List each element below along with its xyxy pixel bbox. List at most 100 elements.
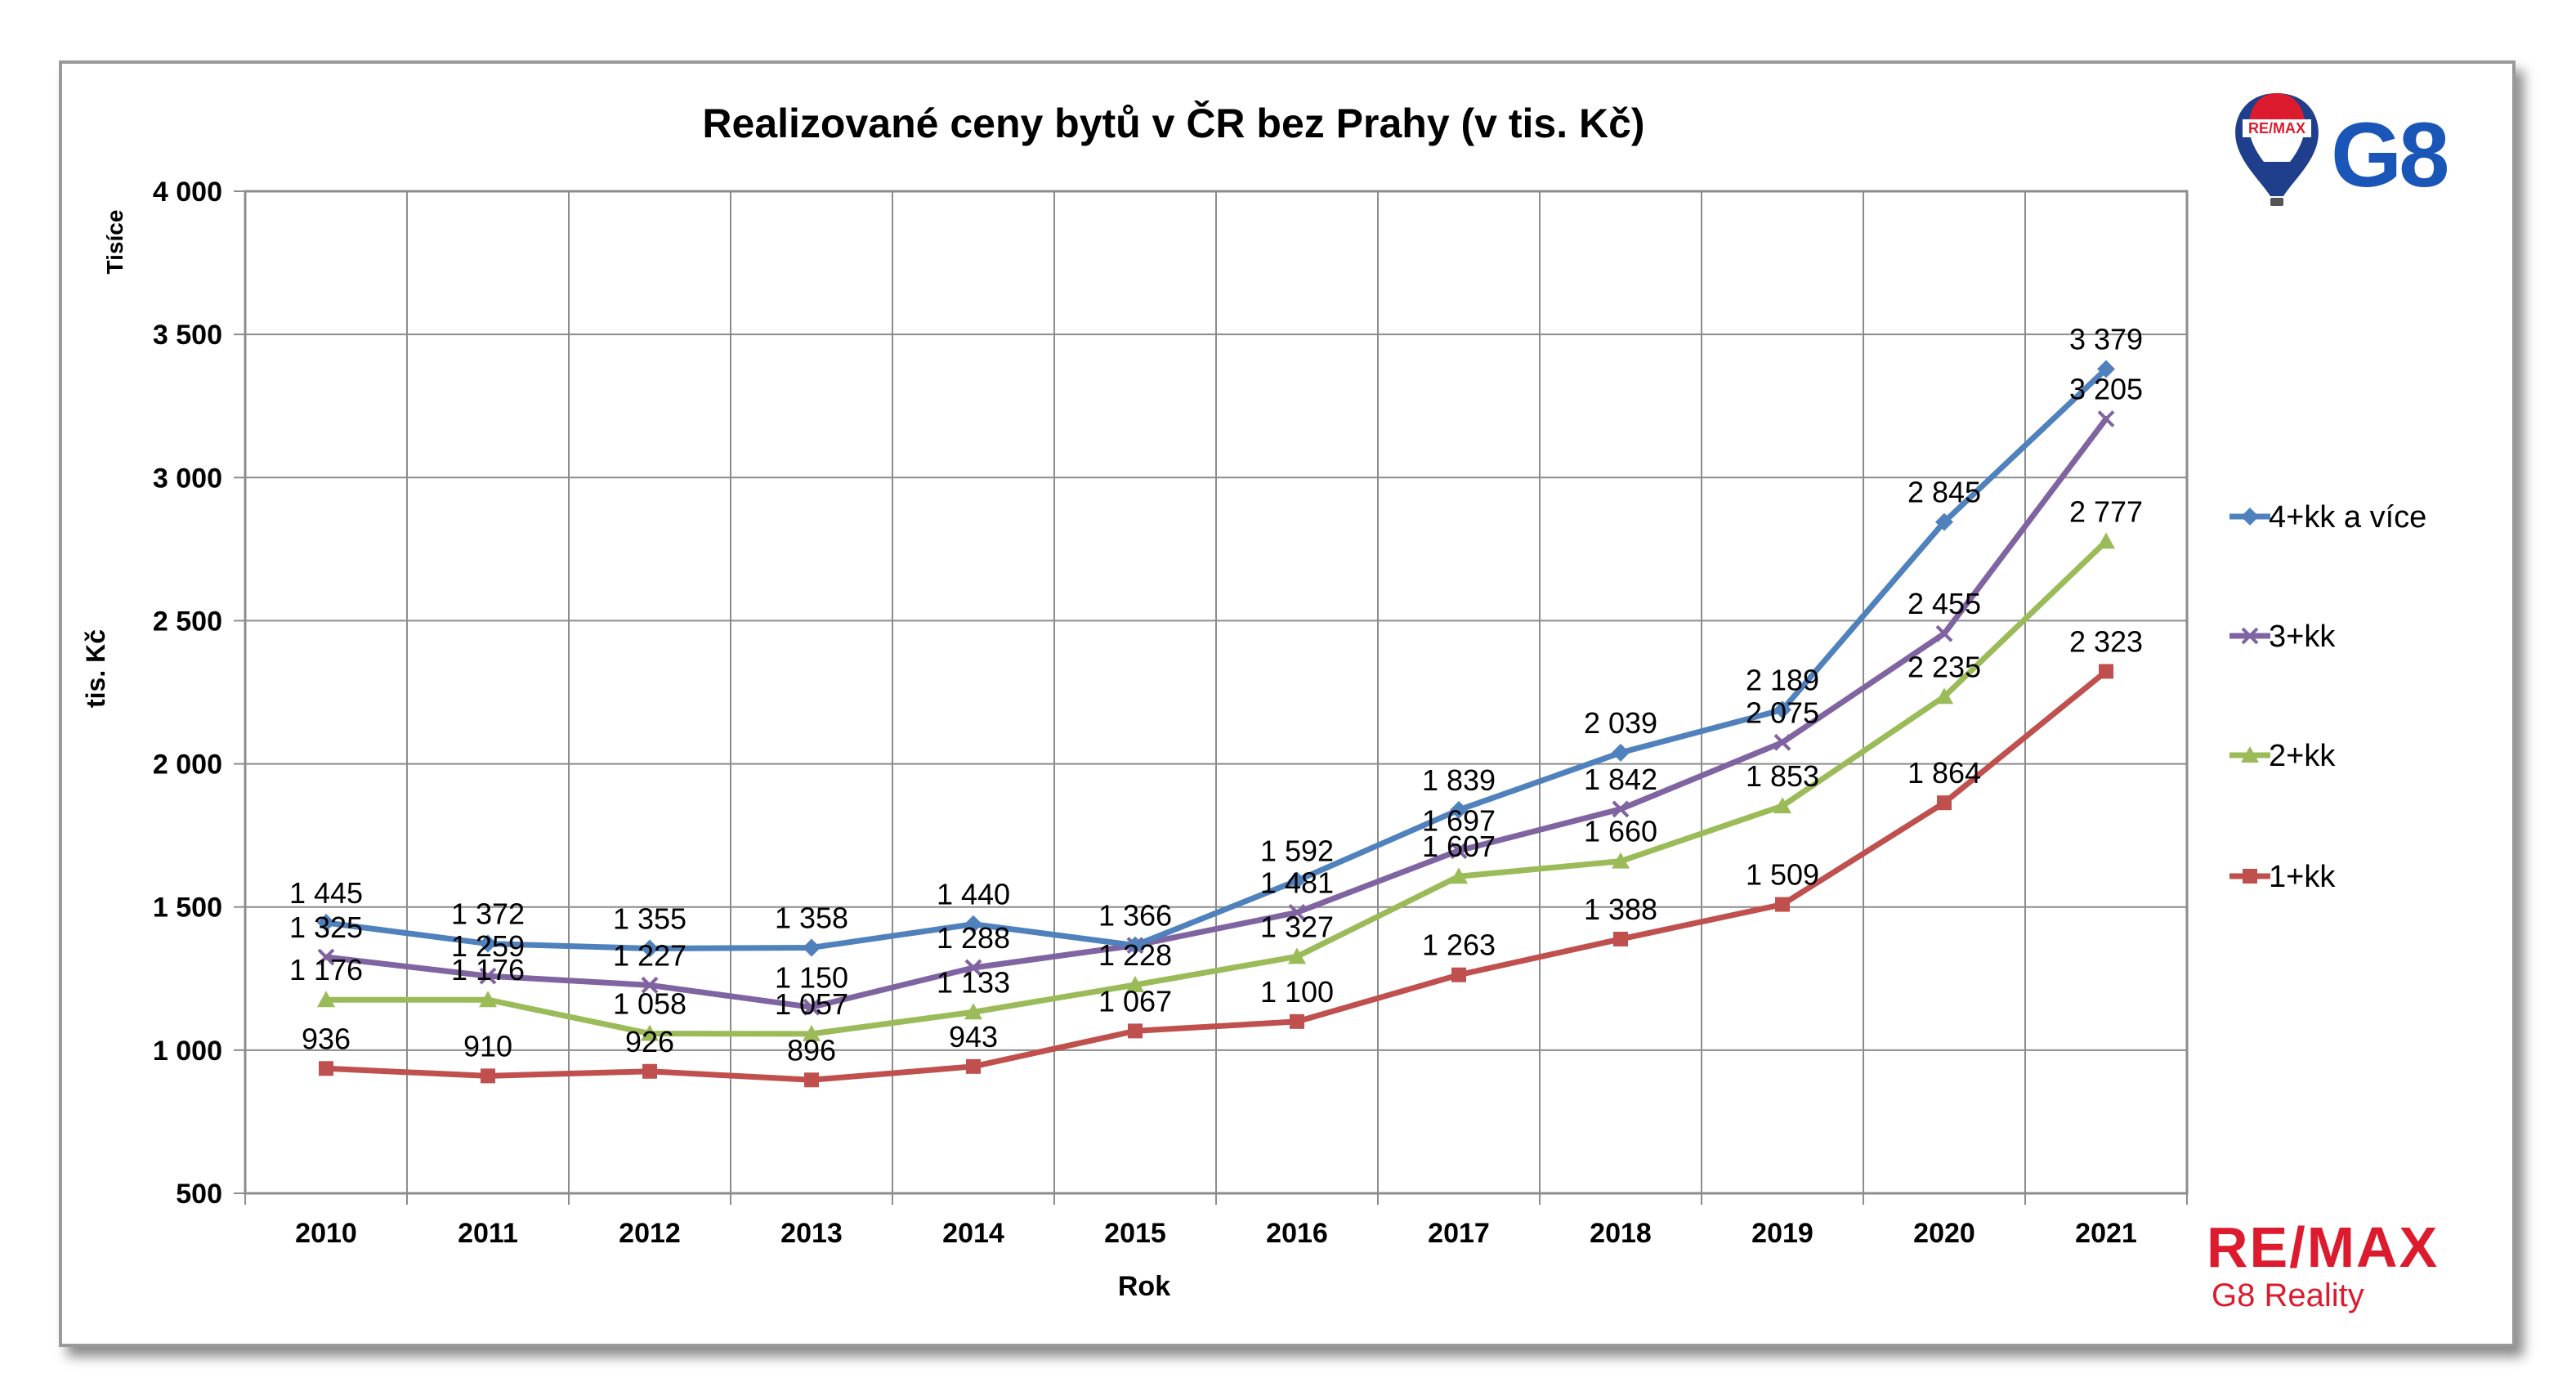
- data-label: 1 327: [1260, 910, 1334, 943]
- data-point-square: [1128, 1023, 1143, 1039]
- data-label: 1 607: [1422, 830, 1496, 863]
- legend-label: 2+kk: [2269, 739, 2336, 773]
- data-point-x: [1773, 733, 1791, 751]
- x-tick-label: 2018: [1590, 1218, 1652, 1249]
- data-point-x: [1288, 903, 1306, 921]
- data-point-square: [1613, 931, 1628, 946]
- x-tick-label: 2017: [1428, 1218, 1490, 1249]
- data-point-x: [317, 948, 335, 966]
- y-tick-label: 2 500: [153, 606, 222, 637]
- data-label: 1 150: [775, 960, 848, 994]
- gridlines: [244, 190, 2189, 1195]
- data-point-square: [966, 1058, 981, 1074]
- data-label: 910: [463, 1029, 512, 1063]
- data-point-square: [481, 1068, 495, 1084]
- data-point-triangle: [2241, 746, 2259, 763]
- data-point-x: [964, 959, 982, 977]
- data-label: 1 227: [613, 938, 686, 972]
- data-point-triangle: [641, 1024, 659, 1041]
- data-label: 2 189: [1746, 663, 1819, 696]
- y-tick-label: 3 000: [153, 463, 222, 494]
- series-line: [323, 668, 2109, 1083]
- legend-label: 4+kk a více: [2269, 500, 2426, 535]
- data-point-triangle: [1612, 852, 1630, 869]
- data-label: 1 176: [451, 953, 525, 987]
- y-tick-label: 1 000: [153, 1036, 222, 1067]
- series-lines: [317, 360, 2115, 1088]
- data-point-square: [1775, 897, 1790, 912]
- data-label: 1 263: [1422, 928, 1496, 962]
- data-label: 2 845: [1907, 476, 1981, 509]
- data-label: 1 864: [1907, 756, 1981, 790]
- data-point-diamond: [964, 915, 982, 933]
- remax-balloon-icon: RE/MAX: [2235, 93, 2319, 206]
- x-tick-label: 2021: [2075, 1218, 2137, 1249]
- remax-brand: RE/MAX G8 Reality: [2207, 1218, 2501, 1314]
- data-point-diamond: [1288, 871, 1306, 890]
- y-tick-label: 2 000: [153, 749, 222, 781]
- data-label: 1 133: [937, 965, 1010, 999]
- data-point-diamond: [2097, 360, 2115, 378]
- x-tick-label: 2012: [619, 1218, 681, 1249]
- data-point-x: [1935, 624, 1953, 642]
- data-point-x: [1612, 800, 1630, 818]
- data-label: 1 842: [1584, 763, 1657, 796]
- data-point-x: [2097, 410, 2115, 427]
- data-point-x: [479, 967, 497, 985]
- remax-wordmark: RE/MAX: [2207, 1215, 2440, 1279]
- data-point-triangle: [1126, 975, 1144, 992]
- data-point-square: [2099, 664, 2113, 679]
- data-point-diamond: [1612, 743, 1630, 762]
- data-label: 1 067: [1098, 984, 1172, 1018]
- x-tick-label: 2016: [1266, 1218, 1328, 1249]
- axes: 500 1 000 1 500 2 000 2 500 3 000 3 500 4 000 20…: [153, 177, 2188, 1249]
- x-tick-label: 2014: [942, 1218, 1004, 1249]
- x-axis-title: Rok: [1118, 1271, 1170, 1302]
- y-tick-label: 1 500: [153, 893, 222, 924]
- data-label: 1 440: [937, 878, 1010, 911]
- data-point-square: [1451, 967, 1466, 982]
- series-line: [323, 366, 2109, 952]
- x-tick-label: 2015: [1104, 1218, 1166, 1249]
- data-label: 3 205: [2069, 372, 2143, 405]
- data-point-triangle: [964, 1003, 982, 1020]
- data-label: 1 366: [1098, 899, 1172, 933]
- data-label: 1 259: [451, 929, 525, 963]
- data-label: 1 100: [1260, 975, 1334, 1009]
- y-tick-label: 3 500: [153, 320, 222, 351]
- data-label: 1 592: [1260, 834, 1334, 867]
- data-label: 1 853: [1746, 759, 1819, 793]
- legend-label: 3+kk: [2269, 620, 2336, 654]
- brand-subtitle: G8 Reality: [2212, 1277, 2364, 1313]
- data-labels: 1 445 1 372 1 355 1 358 1 440 1 366 1 592 1 839…: [289, 323, 2143, 1067]
- x-tick-label: 2020: [1913, 1218, 1975, 1249]
- data-point-square: [1290, 1013, 1304, 1029]
- data-point-diamond: [1935, 512, 1953, 531]
- data-point-diamond: [1126, 936, 1144, 955]
- series-line: [323, 538, 2109, 1037]
- data-label: 1 372: [451, 897, 525, 931]
- data-label: 1 176: [289, 953, 363, 987]
- data-label: 896: [787, 1033, 836, 1067]
- data-label: 1 288: [937, 921, 1010, 955]
- x-tick-label: 2011: [458, 1218, 518, 1249]
- data-point-square: [2243, 869, 2257, 884]
- data-point-diamond: [317, 913, 335, 932]
- data-point-triangle: [317, 991, 335, 1008]
- x-tick-label: 2019: [1751, 1218, 1813, 1249]
- data-point-square: [804, 1072, 819, 1088]
- x-tick-label: 2010: [295, 1218, 357, 1249]
- data-label: 1 481: [1260, 866, 1334, 899]
- y-axis-title: tis. Kč: [81, 629, 110, 708]
- data-point-x: [1450, 842, 1468, 860]
- y-tick-label: 4 000: [153, 177, 222, 208]
- data-point-triangle: [1450, 867, 1468, 884]
- data-point-diamond: [641, 939, 659, 958]
- data-label: 1 445: [289, 876, 363, 910]
- data-label: 2 039: [1584, 706, 1657, 740]
- data-point-diamond: [2241, 508, 2259, 526]
- data-label: 2 323: [2069, 624, 2143, 658]
- data-label: 1 358: [775, 901, 848, 934]
- remax-g8-logo: RE/MAX G8: [2235, 93, 2450, 206]
